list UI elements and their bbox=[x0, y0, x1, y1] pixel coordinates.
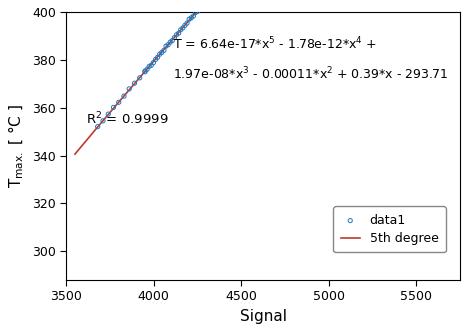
data1 bbox=[131, 80, 138, 86]
data1 bbox=[196, 5, 203, 11]
data1 bbox=[115, 100, 122, 105]
5th degree bbox=[72, 152, 78, 156]
data1 bbox=[166, 39, 174, 45]
data1 bbox=[141, 69, 149, 74]
data1 bbox=[181, 23, 189, 28]
5th degree bbox=[140, 71, 146, 75]
data1 bbox=[164, 42, 172, 47]
data1 bbox=[169, 38, 176, 43]
Legend: data1, 5th degree: data1, 5th degree bbox=[333, 207, 446, 252]
Y-axis label: T$_\mathrm{max.}$ [ °C ]: T$_\mathrm{max.}$ [ °C ] bbox=[7, 104, 27, 188]
data1 bbox=[156, 52, 164, 57]
data1 bbox=[152, 57, 159, 62]
data1 bbox=[147, 63, 155, 68]
data1 bbox=[204, 0, 212, 1]
data1 bbox=[190, 14, 197, 19]
data1 bbox=[200, 1, 208, 7]
data1 bbox=[162, 43, 170, 49]
data1 bbox=[160, 48, 168, 53]
data1 bbox=[198, 4, 206, 10]
Text: T = 6.64e-17*x$^{5}$ - 1.78e-12*x$^{4}$ +: T = 6.64e-17*x$^{5}$ - 1.78e-12*x$^{4}$ … bbox=[173, 36, 376, 53]
5th degree bbox=[171, 36, 177, 40]
data1 bbox=[126, 86, 133, 92]
data1 bbox=[202, 0, 210, 3]
Line: 5th degree: 5th degree bbox=[75, 0, 460, 154]
data1 bbox=[143, 67, 151, 72]
Text: 1.97e-08*x$^{3}$ - 0.00011*x$^{2}$ + 0.39*x - 293.71: 1.97e-08*x$^{3}$ - 0.00011*x$^{2}$ + 0.3… bbox=[173, 66, 447, 82]
data1 bbox=[154, 55, 161, 60]
data1 bbox=[146, 64, 153, 69]
data1 bbox=[141, 69, 149, 74]
data1 bbox=[171, 35, 178, 40]
data1 bbox=[120, 93, 128, 99]
data1 bbox=[136, 75, 144, 80]
data1 bbox=[191, 10, 199, 15]
data1 bbox=[109, 105, 117, 110]
data1 bbox=[158, 50, 165, 55]
Text: R$^{2}$ = 0.9999: R$^{2}$ = 0.9999 bbox=[86, 111, 168, 128]
data1 bbox=[175, 30, 182, 36]
data1 bbox=[173, 32, 180, 37]
data1 bbox=[194, 9, 201, 14]
X-axis label: Signal: Signal bbox=[240, 309, 287, 324]
data1 bbox=[185, 17, 193, 22]
data1 bbox=[179, 25, 187, 30]
data1 bbox=[94, 124, 101, 129]
data1 bbox=[177, 27, 184, 32]
data1 bbox=[150, 60, 157, 65]
data1 bbox=[104, 112, 112, 117]
data1 bbox=[187, 15, 195, 21]
data1 bbox=[99, 118, 107, 123]
data1 bbox=[183, 21, 191, 26]
